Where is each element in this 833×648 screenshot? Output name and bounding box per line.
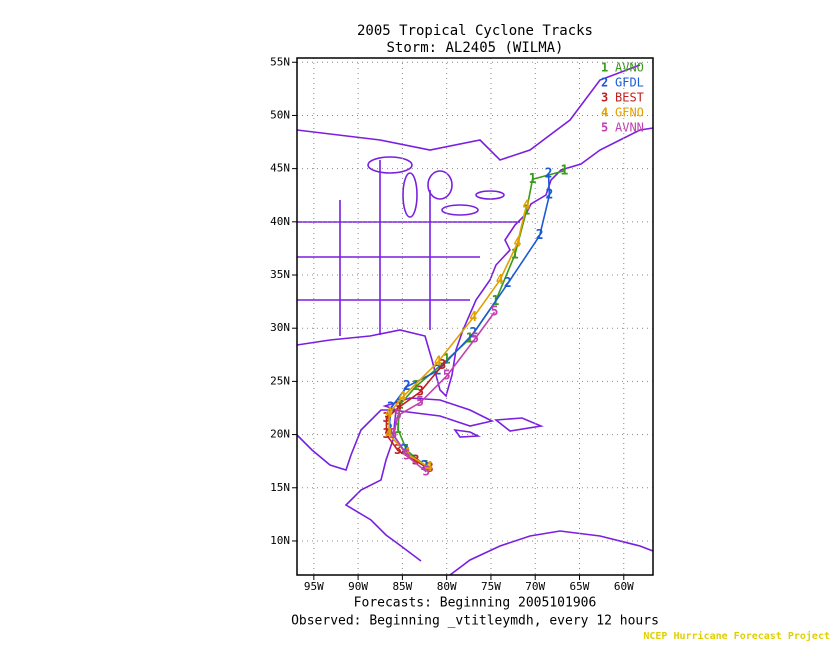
legend-label: AVNN	[615, 121, 644, 135]
track-marker: 1	[403, 443, 411, 458]
track-marker: 5	[390, 427, 398, 442]
credit: NCEP Hurricane Forecast Project	[643, 630, 830, 642]
observed-note: Observed: Beginning _vtitleymdh, every 1…	[291, 614, 659, 629]
track-marker: 3	[438, 358, 446, 373]
track-marker: 2	[403, 379, 411, 394]
track-marker: 5	[394, 408, 402, 423]
lat-tick-label: 30N	[270, 321, 290, 334]
grid	[297, 58, 653, 575]
lon-tick-label: 85W	[392, 580, 412, 593]
legend-label: BEST	[615, 91, 644, 105]
lat-tick-label: 25N	[270, 374, 290, 387]
track-marker: 2	[545, 188, 553, 203]
legend-label: GFNO	[615, 106, 644, 120]
lat-tick-label: 50N	[270, 108, 290, 121]
title: 2005 Tropical Cyclone Tracks	[357, 23, 593, 39]
lon-tick-label: 65W	[570, 580, 590, 593]
track-marker: 2	[536, 228, 544, 243]
track-line	[392, 311, 496, 473]
lat-tick-label: 35N	[270, 268, 290, 281]
legend: 1 AVNO 2 GFDL 3 BEST 4 GFNO 5 AVNN	[601, 61, 644, 135]
lat-tick-label: 10N	[270, 534, 290, 547]
lat-tick-label: 40N	[270, 215, 290, 228]
track-marker: 5	[471, 331, 479, 346]
track-marker: 1	[394, 422, 402, 437]
lon-tick-label: 80W	[437, 580, 457, 593]
lon-tick-label: 70W	[525, 580, 545, 593]
track-marker: 1	[561, 163, 569, 178]
track-marker: 3	[383, 411, 391, 426]
tracks: 1111111111112222222222233333333444444444…	[383, 163, 569, 479]
legend-label: GFDL	[615, 76, 644, 90]
map-frame	[296, 57, 654, 576]
legend-marker: 2	[601, 76, 608, 90]
track-marker: 5	[416, 395, 424, 410]
track-marker: 5	[491, 305, 499, 320]
track-marker: 4	[434, 355, 442, 370]
coastlines	[296, 64, 654, 576]
track-marker: 2	[504, 276, 512, 291]
track-marker: 4	[496, 273, 504, 288]
legend-marker: 3	[601, 91, 608, 105]
track-marker: 5	[422, 464, 430, 479]
track-marker: 1	[522, 204, 530, 219]
track-marker: 5	[403, 448, 411, 463]
lon-tick-label: 60W	[614, 580, 634, 593]
track-marker: 2	[387, 400, 395, 415]
legend-marker: 4	[601, 106, 608, 120]
track-marker: 2	[469, 326, 477, 341]
track-marker: 1	[529, 172, 537, 187]
track-marker: 4	[385, 406, 393, 421]
track-marker: 1	[443, 353, 451, 368]
track-marker: 4	[522, 198, 530, 213]
lat-tick-label: 55N	[270, 55, 290, 68]
track-marker: 4	[385, 427, 393, 442]
track-marker: 3	[383, 427, 391, 442]
track-marker: 3	[412, 454, 420, 469]
lat-tick-label: 45N	[270, 162, 290, 175]
track-marker: 2	[545, 166, 553, 181]
forecasts-note: Forecasts: Beginning 2005101906	[354, 596, 597, 611]
track-marker: 1	[412, 379, 420, 394]
track-marker: 4	[425, 460, 433, 475]
track-marker: 4	[403, 446, 411, 461]
track-marker: 1	[511, 247, 519, 262]
track-marker: 4	[398, 390, 406, 405]
track-marker: 4	[514, 236, 522, 251]
lon-tick-label: 90W	[348, 580, 368, 593]
track-marker: 3	[416, 385, 424, 400]
legend-marker: 5	[601, 121, 608, 135]
lat-tick-label: 20N	[270, 428, 290, 441]
legend-label: AVNO	[615, 61, 644, 75]
legend-marker: 1	[601, 61, 608, 75]
subtitle: Storm: AL2405 (WILMA)	[386, 40, 563, 56]
track-marker: 3	[394, 400, 402, 415]
lat-tick-label: 15N	[270, 481, 290, 494]
axes: 95W 90W 85W 80W 75W 70W 65W 60W 10N 15N 20N 25N 30N 3…	[270, 55, 634, 593]
track-marker: 3	[426, 461, 434, 476]
track-marker: 1	[466, 331, 474, 346]
track-marker: 5	[443, 369, 451, 384]
lon-tick-label: 95W	[304, 580, 324, 593]
track-line	[385, 364, 443, 470]
track-marker: 3	[394, 443, 402, 458]
track-marker: 1	[396, 397, 404, 412]
track-marker: 4	[469, 310, 477, 325]
lon-tick-label: 75W	[481, 580, 501, 593]
track-line	[388, 205, 528, 469]
